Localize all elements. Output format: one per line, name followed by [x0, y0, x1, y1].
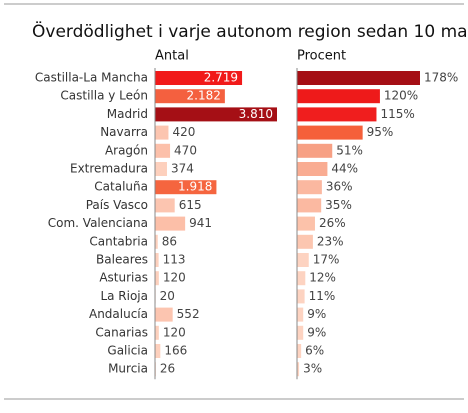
value-label: 552	[177, 307, 200, 321]
category-label: Cataluña	[94, 180, 148, 194]
bar	[155, 325, 159, 340]
value-label: 12%	[309, 271, 336, 285]
bar	[155, 162, 167, 176]
value-label: 9%	[307, 307, 326, 321]
value-label: 23%	[317, 234, 344, 248]
category-label: Canarias	[95, 325, 148, 339]
value-label: 120%	[384, 89, 418, 103]
value-label: 178%	[424, 71, 458, 85]
value-label: 120	[163, 325, 186, 339]
category-label: Galicia	[107, 344, 148, 358]
bar	[297, 234, 313, 249]
bar	[297, 125, 363, 140]
category-label: Com. Valenciana	[48, 216, 148, 230]
bar	[297, 289, 305, 304]
value-label: 120	[163, 271, 186, 285]
bar	[155, 234, 158, 249]
value-label: 166	[164, 344, 187, 358]
category-label: Murcia	[108, 362, 148, 376]
value-label: 11%	[309, 289, 336, 303]
bar	[297, 198, 322, 213]
category-label: Navarra	[100, 125, 148, 139]
value-label: 17%	[313, 253, 340, 267]
bar	[297, 180, 322, 195]
bar	[297, 71, 420, 85]
bar	[297, 162, 328, 176]
value-label: 2.182	[187, 89, 221, 103]
bar	[297, 143, 333, 158]
bar	[155, 253, 159, 267]
bar	[297, 344, 302, 358]
value-label: 36%	[326, 180, 353, 194]
value-label: 44%	[331, 162, 358, 176]
value-label: 9%	[307, 325, 326, 339]
value-label: 420	[172, 125, 195, 139]
value-label: 51%	[336, 143, 363, 157]
bar	[297, 253, 309, 267]
bar	[155, 180, 217, 195]
value-label: 1.918	[178, 180, 212, 194]
value-label: 86	[162, 234, 177, 248]
value-label: 20	[160, 289, 175, 303]
bar	[155, 71, 243, 85]
bar	[297, 89, 380, 104]
bar	[155, 344, 161, 358]
bar	[155, 107, 277, 122]
panel-header: Antal	[155, 49, 189, 64]
bar	[155, 307, 173, 322]
category-label: La Rioja	[100, 289, 148, 303]
value-label: 26%	[319, 216, 346, 230]
category-label: Aragón	[105, 143, 148, 157]
bar	[297, 271, 306, 286]
category-label: Castilla-La Mancha	[35, 71, 148, 85]
category-label: Cantabria	[89, 234, 148, 248]
bar	[297, 362, 300, 377]
category-label: País Vasco	[86, 198, 148, 212]
value-label: 374	[171, 162, 194, 176]
bar	[155, 271, 159, 286]
chart-title: Överdödlighet i varje autonom region sed…	[32, 20, 468, 42]
value-label: 35%	[325, 198, 352, 212]
value-label: 6%	[305, 344, 324, 358]
value-label: 615	[179, 198, 202, 212]
bar	[155, 143, 171, 158]
category-label: Andalucía	[89, 307, 148, 321]
category-label: Castilla y León	[60, 89, 148, 103]
category-label: Asturias	[99, 271, 148, 285]
value-label: 113	[163, 253, 186, 267]
value-label: 95%	[367, 125, 394, 139]
bar	[297, 325, 304, 340]
category-label: Baleares	[96, 253, 148, 267]
category-label: Extremadura	[70, 162, 148, 176]
bar	[155, 89, 225, 104]
value-label: 3.810	[239, 107, 273, 121]
value-label: 26	[160, 362, 175, 376]
bar	[297, 307, 304, 322]
value-label: 470	[174, 143, 197, 157]
bar	[155, 198, 175, 213]
bar	[155, 216, 186, 231]
bar	[297, 107, 377, 122]
value-label: 115%	[380, 107, 414, 121]
value-label: 2.719	[204, 71, 238, 85]
value-label: 3%	[303, 362, 322, 376]
panel-header: Procent	[297, 49, 346, 64]
value-label: 941	[189, 216, 212, 230]
bar	[297, 216, 315, 231]
category-label: Madrid	[107, 107, 148, 121]
bar	[155, 125, 169, 140]
